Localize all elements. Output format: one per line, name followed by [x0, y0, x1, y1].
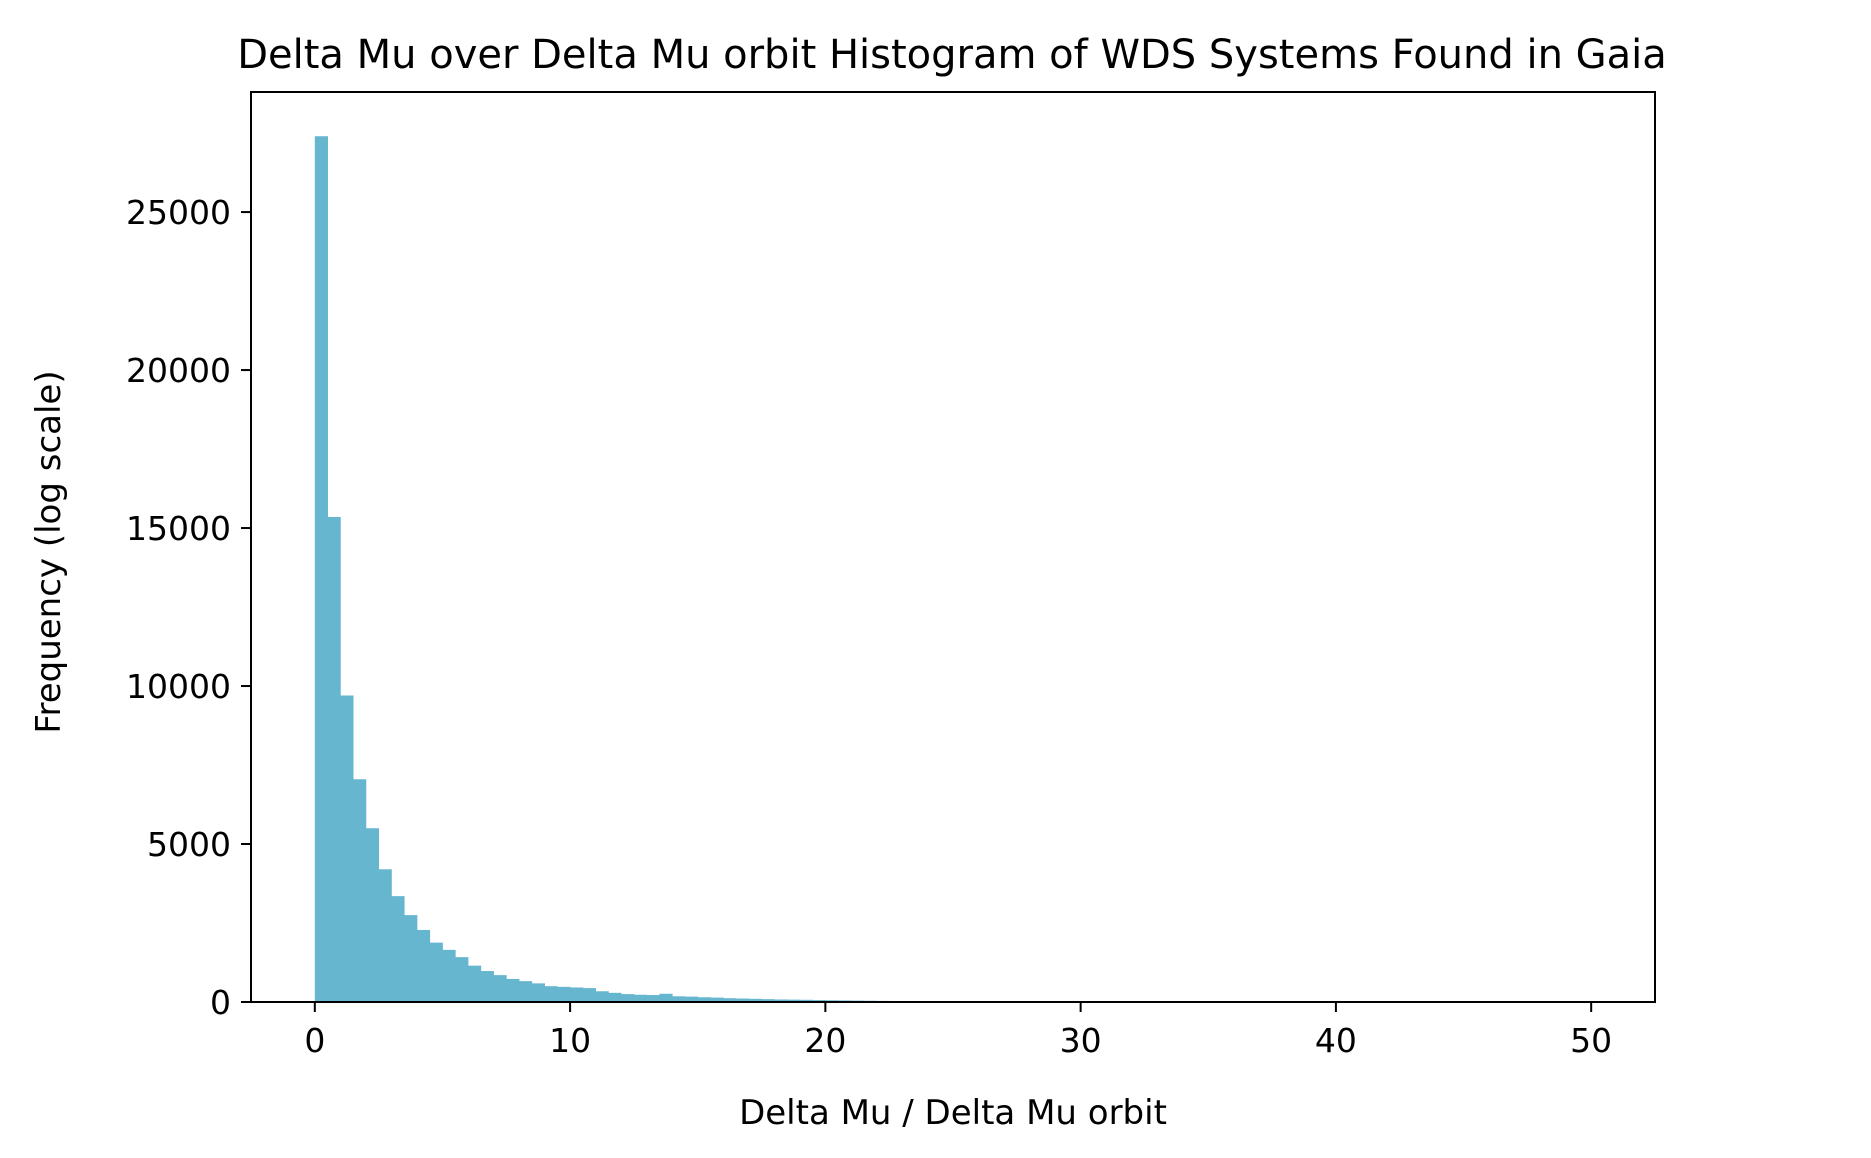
- y-tick-label: 20000: [126, 351, 231, 390]
- y-tick-label: 10000: [126, 667, 231, 706]
- chart-title: Delta Mu over Delta Mu orbit Histogram o…: [237, 32, 1667, 78]
- histogram-bar: [659, 993, 673, 1002]
- histogram-bar: [723, 998, 737, 1002]
- histogram-bar: [467, 965, 482, 1002]
- histogram-bar: [455, 957, 469, 1002]
- histogram-bar: [480, 971, 494, 1002]
- y-tick-label: 0: [210, 983, 231, 1022]
- histogram-bar: [761, 999, 775, 1002]
- y-tick-label: 25000: [126, 193, 231, 232]
- histogram-bar: [684, 996, 699, 1002]
- histogram-bar: [633, 994, 648, 1002]
- histogram-bar: [608, 992, 622, 1002]
- histogram-bar: [442, 949, 456, 1002]
- histogram-bar: [710, 997, 724, 1002]
- histogram-bar: [774, 999, 788, 1002]
- x-tick-label: 20: [804, 1021, 846, 1060]
- x-tick-label: 30: [1060, 1021, 1102, 1060]
- y-axis-ticks: 0 5000 10000 15000 20000 25000: [126, 193, 251, 1022]
- histogram-bar: [429, 942, 443, 1002]
- histogram-bar: [557, 986, 571, 1002]
- y-axis-label: Frequency (log scale): [29, 370, 69, 733]
- histogram-bar: [353, 779, 367, 1002]
- histogram-bar: [506, 978, 520, 1002]
- histogram-bar: [595, 991, 609, 1002]
- histogram-bar: [519, 981, 533, 1002]
- histogram-bar: [736, 998, 750, 1002]
- histogram-bar: [416, 929, 431, 1002]
- x-tick-label: 40: [1315, 1021, 1357, 1060]
- histogram-bar: [391, 896, 405, 1002]
- x-axis-label: Delta Mu / Delta Mu orbit: [739, 1093, 1167, 1133]
- x-tick-label: 0: [304, 1021, 325, 1060]
- histogram-bar: [404, 915, 418, 1002]
- histogram-bar: [697, 997, 711, 1002]
- x-axis-ticks: 0 10 20 30 40 50: [304, 1002, 1612, 1060]
- histogram-bar: [378, 869, 392, 1002]
- bars-group: [314, 136, 928, 1003]
- histogram-bar: [493, 975, 507, 1002]
- x-tick-label: 10: [549, 1021, 591, 1060]
- histogram-bar: [314, 136, 328, 1003]
- histogram-bar: [799, 999, 813, 1002]
- plot-frame: [250, 91, 1656, 1003]
- histogram-bar: [582, 988, 597, 1002]
- y-tick-label: 15000: [126, 509, 231, 548]
- histogram-bar: [748, 998, 762, 1002]
- histogram-bar: [646, 995, 660, 1002]
- histogram-bar: [787, 999, 801, 1002]
- histogram-bar: [327, 516, 341, 1002]
- histogram-bar: [340, 695, 354, 1002]
- histogram-bar: [672, 996, 686, 1002]
- histogram-bar: [570, 987, 584, 1002]
- histogram-bar: [531, 983, 545, 1002]
- y-tick-label: 5000: [147, 825, 231, 864]
- x-tick-label: 50: [1570, 1021, 1612, 1060]
- histogram-bar: [544, 986, 558, 1002]
- histogram-bar: [621, 994, 635, 1002]
- histogram-bar: [365, 828, 380, 1002]
